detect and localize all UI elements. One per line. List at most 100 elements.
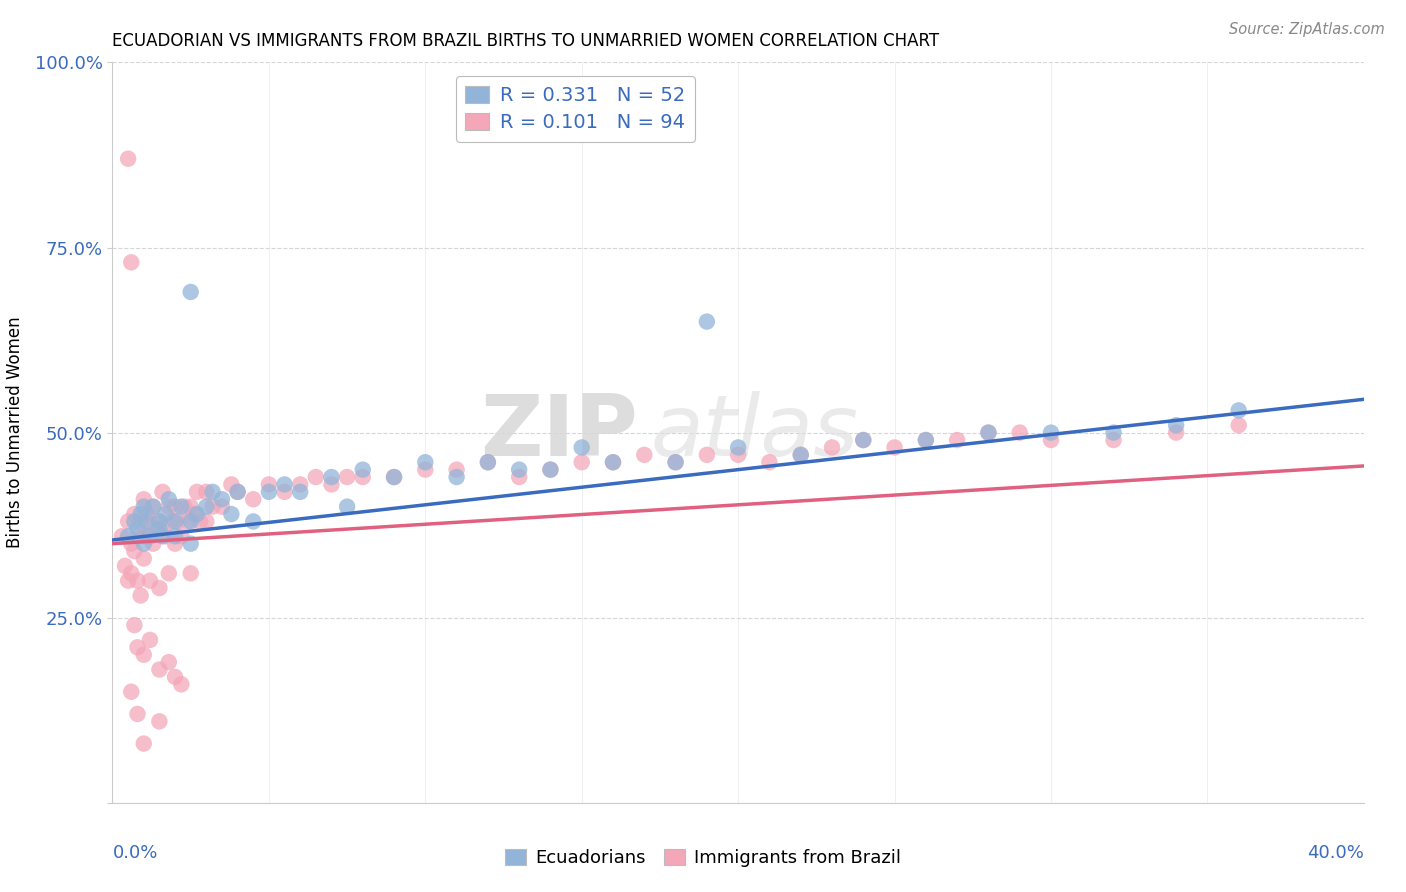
Point xyxy=(977,425,1000,440)
Point xyxy=(145,522,167,536)
Point xyxy=(571,455,593,469)
Point xyxy=(242,515,264,529)
Point xyxy=(132,536,155,550)
Point xyxy=(142,536,165,550)
Point xyxy=(157,492,180,507)
Point xyxy=(142,500,165,514)
Point xyxy=(273,484,295,499)
Point xyxy=(148,663,170,677)
Point xyxy=(148,515,170,529)
Point xyxy=(1102,433,1125,447)
Legend: Ecuadorians, Immigrants from Brazil: Ecuadorians, Immigrants from Brazil xyxy=(498,841,908,874)
Point xyxy=(1166,425,1188,440)
Point xyxy=(170,677,193,691)
Point xyxy=(915,433,938,447)
Point xyxy=(664,455,686,469)
Point xyxy=(305,470,328,484)
Point xyxy=(946,433,969,447)
Point xyxy=(127,522,149,536)
Point xyxy=(132,529,155,543)
Text: 0.0%: 0.0% xyxy=(112,844,157,862)
Point xyxy=(180,536,202,550)
Point xyxy=(188,515,211,529)
Point xyxy=(664,455,686,469)
Point xyxy=(508,470,530,484)
Point xyxy=(180,285,202,299)
Point xyxy=(1166,418,1188,433)
Point xyxy=(152,484,174,499)
Point xyxy=(1039,425,1063,440)
Point xyxy=(129,507,152,521)
Point xyxy=(221,507,243,521)
Point xyxy=(117,574,139,588)
Point xyxy=(117,529,139,543)
Point xyxy=(1227,403,1250,417)
Point xyxy=(821,441,844,455)
Point xyxy=(127,640,149,655)
Point xyxy=(382,470,405,484)
Point xyxy=(446,470,468,484)
Point xyxy=(157,566,180,581)
Point xyxy=(211,492,233,507)
Point xyxy=(173,500,195,514)
Point xyxy=(540,462,562,476)
Point xyxy=(160,515,183,529)
Text: ECUADORIAN VS IMMIGRANTS FROM BRAZIL BIRTHS TO UNMARRIED WOMEN CORRELATION CHART: ECUADORIAN VS IMMIGRANTS FROM BRAZIL BIR… xyxy=(112,32,939,50)
Point xyxy=(114,558,136,573)
Point xyxy=(155,529,177,543)
Point xyxy=(1102,425,1125,440)
Point xyxy=(157,655,180,669)
Point xyxy=(321,477,343,491)
Point xyxy=(152,529,174,543)
Point xyxy=(124,507,146,521)
Point xyxy=(127,706,149,721)
Point xyxy=(321,470,343,484)
Point xyxy=(135,515,157,529)
Point xyxy=(1227,418,1250,433)
Point xyxy=(201,500,224,514)
Point xyxy=(180,500,202,514)
Point xyxy=(633,448,655,462)
Point xyxy=(790,448,813,462)
Point xyxy=(127,574,149,588)
Point xyxy=(290,477,312,491)
Point xyxy=(132,737,155,751)
Point xyxy=(148,515,170,529)
Point xyxy=(132,500,155,514)
Point xyxy=(257,484,280,499)
Point xyxy=(696,448,718,462)
Text: ZIP: ZIP xyxy=(481,391,638,475)
Point xyxy=(415,462,437,476)
Point xyxy=(977,425,1000,440)
Point xyxy=(226,484,249,499)
Point xyxy=(696,314,718,328)
Point xyxy=(142,500,165,514)
Point xyxy=(257,477,280,491)
Point xyxy=(139,515,162,529)
Point xyxy=(242,492,264,507)
Point xyxy=(273,477,295,491)
Point xyxy=(602,455,624,469)
Point xyxy=(132,492,155,507)
Point xyxy=(211,500,233,514)
Point xyxy=(180,566,202,581)
Point xyxy=(176,515,198,529)
Point xyxy=(135,529,157,543)
Point xyxy=(120,566,142,581)
Point xyxy=(163,500,186,514)
Point xyxy=(129,515,152,529)
Point xyxy=(186,507,208,521)
Point xyxy=(132,551,155,566)
Text: atlas: atlas xyxy=(651,391,859,475)
Point xyxy=(602,455,624,469)
Point xyxy=(180,515,202,529)
Point xyxy=(163,515,186,529)
Point xyxy=(727,441,749,455)
Point xyxy=(790,448,813,462)
Point xyxy=(139,574,162,588)
Point xyxy=(120,685,142,699)
Text: Source: ZipAtlas.com: Source: ZipAtlas.com xyxy=(1229,22,1385,37)
Point xyxy=(127,529,149,543)
Point xyxy=(186,484,208,499)
Point xyxy=(170,500,193,514)
